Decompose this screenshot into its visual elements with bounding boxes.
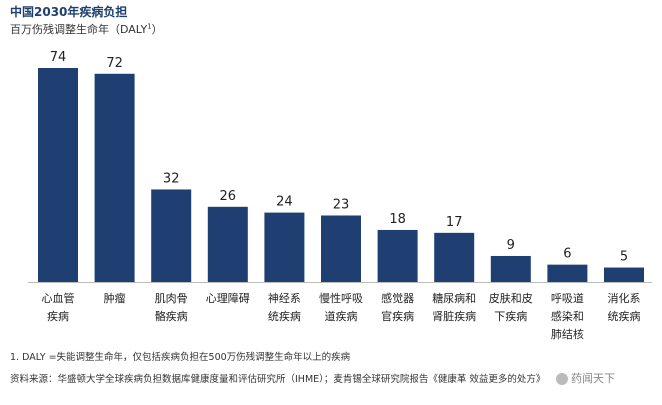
category-label-2-line-1: 骼疾病: [155, 309, 188, 323]
data-label-7: 17: [446, 215, 463, 230]
data-label-6: 18: [389, 212, 406, 227]
bar-2: [151, 189, 192, 282]
category-label-7-line-1: 肾脏疾病: [432, 309, 476, 323]
data-label-2: 32: [163, 171, 180, 186]
subtitle-close: ）: [151, 23, 163, 36]
bar-6: [377, 229, 418, 282]
category-label-9-line-2: 肺结核: [551, 327, 584, 341]
category-label-5-line-0: 慢性呼吸: [319, 291, 363, 305]
bar-9: [547, 264, 588, 282]
data-label-1: 72: [106, 56, 123, 71]
footnote: 1. DALY =失能调整生命年，仅包括疾病负担在500万伤残调整生命年以上的疾…: [10, 352, 351, 363]
chart-subtitle: 百万伤残调整生命年（DALY1）: [10, 21, 163, 37]
bar-5: [321, 215, 361, 282]
category-label-7-line-0: 糖尿病和: [432, 291, 476, 305]
category-label-8-line-1: 下疾病: [494, 309, 527, 323]
category-label-4-line-1: 统疾病: [268, 309, 301, 323]
category-label-9-line-0: 呼吸道: [551, 291, 584, 305]
source-note: 资料来源：华盛顿大学全球疾病负担数据库健康度量和评估研究所（IHME）；麦肯锡全…: [10, 374, 546, 385]
data-label-5: 23: [333, 197, 350, 212]
category-label-10-line-1: 统疾病: [608, 309, 641, 323]
data-label-10: 5: [620, 250, 628, 265]
category-label-6-line-0: 感觉器: [381, 292, 414, 305]
data-label-4: 24: [276, 195, 293, 210]
data-label-8: 9: [507, 238, 515, 253]
category-label-5-line-1: 道疾病: [325, 309, 358, 323]
bar-10: [604, 267, 644, 282]
category-label-6-line-1: 官疾病: [381, 309, 414, 323]
data-label-3: 26: [220, 189, 237, 204]
data-label-0: 74: [50, 50, 67, 65]
category-label-9-line-1: 感染和: [551, 309, 584, 323]
watermark: 药闻天下: [556, 370, 615, 386]
category-label-3: 心理障碍: [206, 291, 250, 305]
bar-7: [434, 232, 475, 282]
category-label-2-line-0: 肌肉骨: [155, 292, 188, 305]
bar-0: [38, 68, 78, 282]
bar-1: [94, 73, 135, 282]
wechat-icon: [556, 373, 568, 385]
category-label-0-line-0: 心血管: [42, 291, 75, 305]
category-label-8-line-0: 皮肤和皮: [489, 291, 533, 305]
subtitle-footnote-mark: 1: [147, 22, 152, 31]
category-label-4-line-0: 神经系: [268, 291, 301, 305]
watermark-text: 药闻天下: [571, 372, 615, 385]
subtitle-text: 百万伤残调整生命年（DALY: [10, 23, 148, 36]
bar-8: [490, 255, 531, 282]
category-label-10-line-0: 消化系: [608, 291, 641, 305]
bar-4: [264, 212, 305, 282]
data-label-9: 6: [563, 247, 571, 262]
chart-title: 中国2030年疾病负担: [10, 5, 128, 19]
category-label-1: 肿瘤: [104, 291, 126, 305]
bar-3: [207, 206, 248, 282]
category-label-0-line-1: 疾病: [47, 309, 69, 323]
